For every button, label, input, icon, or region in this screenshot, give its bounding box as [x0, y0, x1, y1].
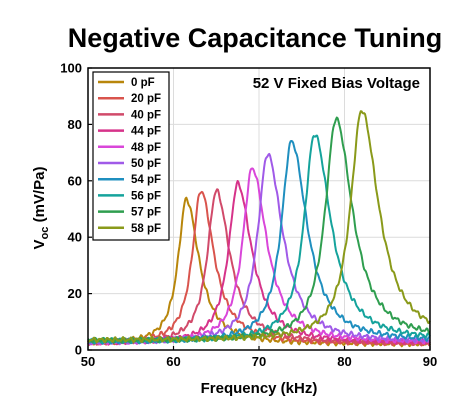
x-tick-label: 50: [81, 354, 95, 369]
y-tick-label: 40: [68, 230, 82, 245]
x-axis-label: Frequency (kHz): [201, 380, 318, 397]
y-axis-label: Voc (mV/Pa): [31, 167, 51, 250]
x-tick-label: 90: [423, 354, 437, 369]
series-line: [87, 134, 431, 345]
chart-title: Negative Capacitance Tuning: [68, 23, 443, 53]
legend-box: [92, 71, 170, 241]
legend-label: 48 pF: [131, 142, 161, 154]
y-tick-label: 20: [68, 286, 82, 301]
y-axis-label-sub: oc: [39, 227, 51, 240]
series-line: [87, 167, 431, 346]
y-ticks: 0 20 40 60 80 100: [60, 61, 92, 358]
legend: 0 pF 20 pF 40 pF 44 pF 48 pF 50 pF 54 pF 56 pF 5…: [92, 71, 170, 241]
legend-label: 57 pF: [131, 207, 161, 219]
legend-label: 0 pF: [131, 77, 155, 89]
y-axis-label-main: V: [31, 239, 48, 249]
legend-label: 44 pF: [131, 126, 161, 138]
x-tick-label: 80: [337, 354, 351, 369]
legend-label: 40 pF: [131, 109, 161, 121]
y-axis-label-unit: (mV/Pa): [31, 167, 48, 227]
x-ticks: 50 60 70 80 90: [81, 346, 437, 369]
y-tick-label: 100: [60, 61, 82, 76]
x-tick-label: 70: [252, 354, 266, 369]
chart-annotation: 52 V Fixed Bias Voltage: [253, 75, 420, 92]
legend-label: 56 pF: [131, 190, 161, 202]
legend-label: 54 pF: [131, 174, 161, 186]
series-group: [87, 110, 431, 348]
y-tick-label: 60: [68, 173, 82, 188]
series-line: [87, 110, 431, 344]
legend-label: 50 pF: [131, 158, 161, 170]
y-tick-label: 80: [68, 117, 82, 132]
y-tick-label: 0: [75, 343, 82, 358]
legend-label: 20 pF: [131, 93, 161, 105]
legend-label: 58 pF: [131, 223, 161, 235]
x-tick-label: 60: [166, 354, 180, 369]
